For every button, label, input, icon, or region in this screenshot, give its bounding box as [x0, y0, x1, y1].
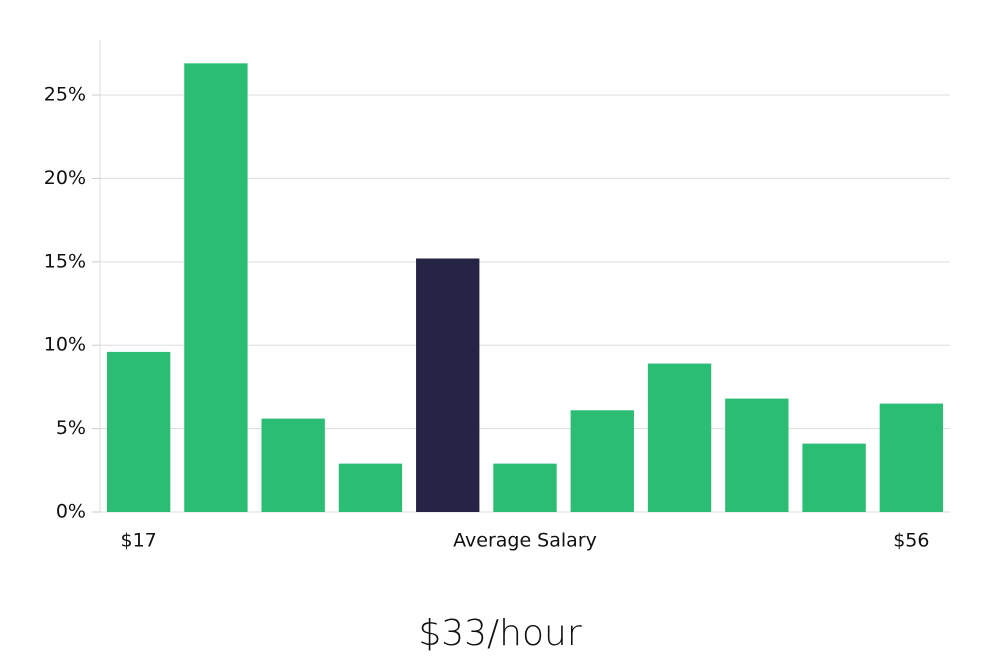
bar	[261, 418, 325, 512]
bar	[647, 363, 712, 512]
bar	[106, 351, 171, 512]
bar	[802, 443, 866, 512]
bar	[416, 258, 480, 512]
y-tick-label: 10%	[44, 334, 86, 356]
y-tick-label: 25%	[44, 84, 86, 106]
bar	[725, 398, 789, 512]
bar	[184, 63, 248, 512]
y-tick-label: 5%	[56, 417, 86, 439]
bar	[879, 403, 944, 512]
y-tick-label: 20%	[44, 167, 86, 189]
y-tick-label: 15%	[44, 250, 86, 272]
y-tick-label: 0%	[56, 501, 86, 523]
x-tick-label: $17	[121, 530, 157, 552]
subtitle: $33/hour	[418, 613, 582, 654]
x-tick-label: $56	[893, 530, 929, 552]
x-axis-label: Average Salary	[453, 530, 597, 552]
bar	[493, 463, 557, 512]
bar	[338, 463, 403, 512]
bar	[570, 410, 634, 512]
